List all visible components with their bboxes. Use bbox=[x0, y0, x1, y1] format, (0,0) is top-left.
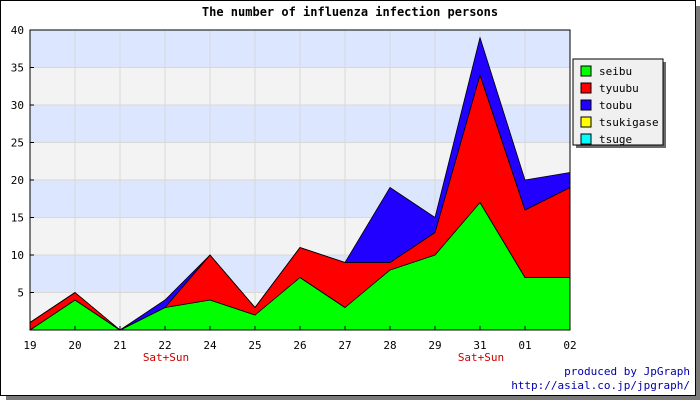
legend-label-tyuubu: tyuubu bbox=[599, 82, 639, 95]
y-tick-label: 40 bbox=[11, 24, 24, 37]
chart-title: The number of influenza infection person… bbox=[202, 5, 498, 19]
credit-line-2[interactable]: http://asial.co.jp/jpgraph/ bbox=[511, 379, 690, 392]
x-tick-label: 20 bbox=[68, 339, 81, 352]
x-tick-label: 22 bbox=[158, 339, 171, 352]
legend-label-seibu: seibu bbox=[599, 65, 632, 78]
legend-swatch-tyuubu bbox=[580, 82, 592, 94]
y-axis: 5 10 15 20 25 30 35 40 bbox=[11, 24, 34, 300]
y-tick-label: 15 bbox=[11, 212, 24, 225]
y-tick-label: 10 bbox=[11, 249, 24, 262]
legend: seibu tyuubu toubu tsukigase tsuge bbox=[572, 58, 666, 148]
legend-swatch-toubu bbox=[580, 99, 592, 111]
legend-swatch-seibu bbox=[580, 65, 592, 77]
frame-shadow-right bbox=[695, 6, 700, 400]
x-tick-label: 19 bbox=[23, 339, 36, 352]
legend-swatch-tsuge bbox=[580, 133, 592, 145]
x-tick-label: 31 bbox=[473, 339, 486, 352]
x-tick-label: 02 bbox=[563, 339, 576, 352]
frame-shadow-bottom bbox=[6, 395, 700, 400]
legend-label-tsukigase: tsukigase bbox=[599, 116, 659, 129]
y-tick-label: 30 bbox=[11, 99, 24, 112]
legend-label-tsuge: tsuge bbox=[599, 133, 632, 146]
x-tick-label: 21 bbox=[113, 339, 126, 352]
weekend-note: Sat+Sun bbox=[143, 351, 189, 364]
legend-swatch-tsukigase bbox=[580, 116, 592, 128]
credit-line-1: produced by JpGraph bbox=[564, 365, 690, 378]
legend-label-toubu: toubu bbox=[599, 99, 632, 112]
y-tick-label: 5 bbox=[17, 287, 24, 300]
y-tick-label: 35 bbox=[11, 62, 24, 75]
x-tick-label: 26 bbox=[293, 339, 306, 352]
x-tick-label: 01 bbox=[518, 339, 531, 352]
x-tick-label: 28 bbox=[383, 339, 396, 352]
x-tick-label: 29 bbox=[428, 339, 441, 352]
y-tick-label: 20 bbox=[11, 174, 24, 187]
x-tick-label: 27 bbox=[338, 339, 351, 352]
x-tick-label: 24 bbox=[203, 339, 217, 352]
x-tick-label: 25 bbox=[248, 339, 261, 352]
weekend-note: Sat+Sun bbox=[458, 351, 504, 364]
y-tick-label: 25 bbox=[11, 137, 24, 150]
